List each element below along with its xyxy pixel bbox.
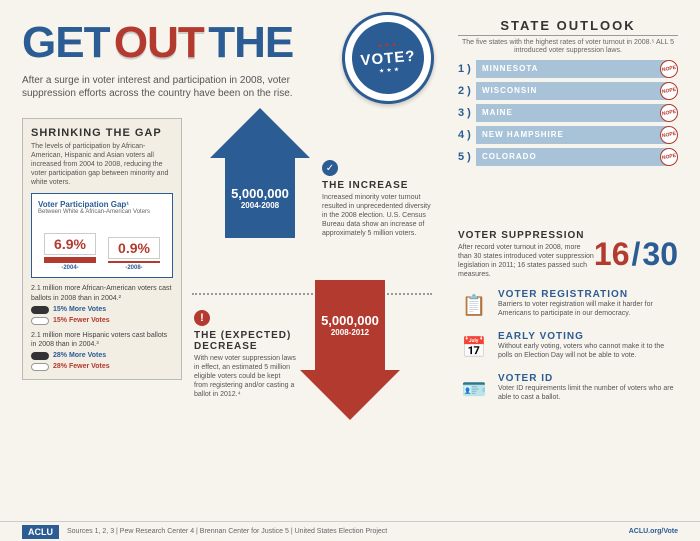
stat1-fewer: 15% Fewer Votes [53,317,110,324]
gap-chart-box: Voter Participation Gap¹ Between White &… [31,193,173,278]
shrinking-title: SHRINKING THE GAP [31,127,173,139]
state-row: 2 )WISCONSINNOPE [458,82,678,100]
arrow-down: 5,000,000 2008-2012 [300,280,400,420]
decrease-block: ! THE (EXPECTED) DECREASE With new voter… [194,310,296,399]
increase-block: ✓ THE INCREASE Increased minority voter … [322,160,437,238]
state-outlook: STATE OUTLOOK The five states with the h… [458,18,678,166]
state-row: 3 )MAINENOPE [458,104,678,122]
title-the: THE [208,18,293,68]
decrease-title: THE (EXPECTED) DECREASE [194,330,296,352]
arrow-down-yr: 2008-2012 [331,328,369,337]
arrow-up: 5,000,000 2004-2008 [210,108,310,238]
subtitle: After a surge in voter interest and part… [22,74,332,100]
issue-icon: 🪪 [458,373,490,405]
issue-icon: 📋 [458,289,490,321]
nope-badge: NOPE [660,148,678,166]
arrow-up-yr: 2004-2008 [241,201,279,210]
gap-title: Voter Participation Gap¹ [38,200,166,209]
increase-text: Increased minority voter turnout resulte… [322,193,437,238]
nope-badge: NOPE [660,82,678,100]
issue-row: 📅EARLY VOTINGWithout early voting, voter… [458,331,678,363]
vote-badge: ★★★ VOTE? ★★★ [338,8,438,108]
issue-row: 📋VOTER REGISTRATIONBarriers to voter reg… [458,289,678,321]
nope-badge: NOPE [660,104,678,122]
shrinking-text: The levels of participation by African-A… [31,142,173,187]
aclu-badge: ACLU [22,525,59,539]
state-outlook-title: STATE OUTLOOK [458,18,678,36]
state-row: 1 )MINNESOTANOPE [458,60,678,78]
stat1-text: 2.1 million more African-American voters… [31,284,173,302]
title-out: OUT [114,18,204,68]
nope-badge: NOPE [660,60,678,78]
suppression-stat: 16 / 30 [594,230,678,279]
alert-icon: ! [194,310,210,326]
title-get: GET [22,18,109,68]
suppression-section: VOTER SUPPRESSION After record voter tur… [458,230,678,405]
check-icon: ✓ [322,160,338,176]
state-row: 5 )COLORADONOPE [458,148,678,166]
state-outlook-sub: The five states with the highest rates o… [458,39,678,56]
issue-icon: 📅 [458,331,490,363]
suppression-text: After record voter turnout in 2008, more… [458,243,594,279]
issue-row: 🪪VOTER IDVoter ID requirements limit the… [458,373,678,405]
footer-sources: Sources 1, 2, 3 | Pew Research Center 4 … [67,528,387,535]
arrow-down-num: 5,000,000 [321,313,379,328]
footer: ACLU Sources 1, 2, 3 | Pew Research Cent… [0,521,700,541]
increase-title: THE INCREASE [322,180,437,191]
shrinking-gap-box: SHRINKING THE GAP The levels of particip… [22,118,182,380]
stat1-more: 15% More Votes [53,306,106,313]
stat2-fewer: 28% Fewer Votes [53,363,110,370]
state-row: 4 )NEW HAMPSHIRENOPE [458,126,678,144]
footer-url: ACLU.org/Vote [629,528,678,535]
stat2-text: 2.1 million more Hispanic voters cast ba… [31,331,173,349]
stat2-more: 28% More Votes [53,352,106,359]
arrow-up-num: 5,000,000 [231,186,289,201]
gap-sub: Between White & African-American Voters [38,209,166,215]
decrease-text: With new voter suppression laws in effec… [194,354,296,399]
nope-badge: NOPE [660,126,678,144]
suppression-title: VOTER SUPPRESSION [458,230,594,241]
